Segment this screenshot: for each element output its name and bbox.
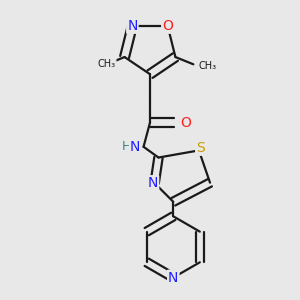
Text: N: N: [148, 176, 158, 190]
Text: O: O: [162, 19, 173, 33]
Text: S: S: [196, 141, 205, 155]
Text: CH₃: CH₃: [98, 59, 116, 69]
Text: CH₃: CH₃: [198, 61, 216, 71]
Text: N: N: [168, 271, 178, 285]
Text: N: N: [130, 140, 140, 154]
Text: O: O: [180, 116, 191, 130]
Text: N: N: [127, 19, 138, 33]
Text: H: H: [121, 140, 130, 153]
